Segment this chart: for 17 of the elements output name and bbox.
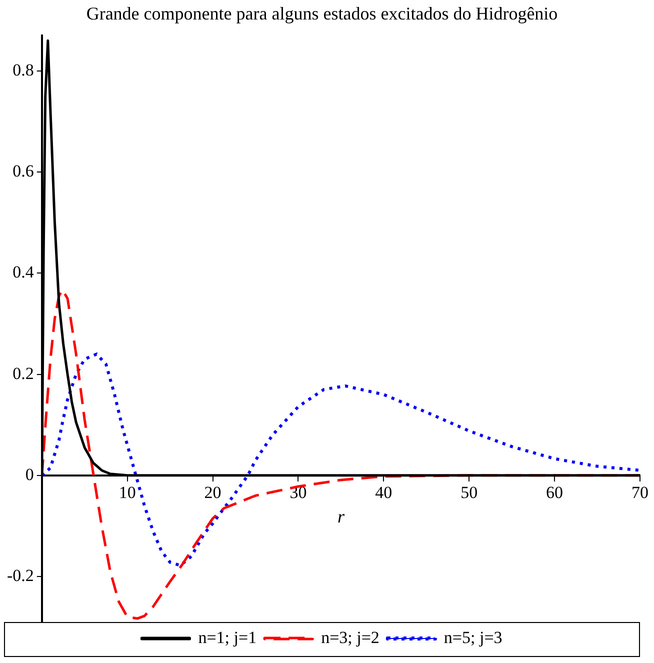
x-tick-label: 70 xyxy=(632,483,648,502)
y-tick-label: 0.8 xyxy=(12,60,34,80)
x-axis-title: r xyxy=(337,506,346,526)
x-tick-label: 50 xyxy=(460,483,478,502)
x-tick-label: 60 xyxy=(546,483,564,502)
y-tick-label: 0.2 xyxy=(12,364,34,383)
y-tick-label: 0.6 xyxy=(12,162,34,181)
chart-title: Grande componente para alguns estados excitados do Hidrogênio xyxy=(86,4,558,24)
legend-label: n=1; j=1 xyxy=(198,628,257,647)
legend-label: n=3; j=2 xyxy=(321,628,380,647)
y-tick-label: 0.4 xyxy=(12,262,34,282)
y-tick-label: 0 xyxy=(25,464,34,484)
legend-label: n=5; j=3 xyxy=(444,628,502,647)
x-tick-label: 20 xyxy=(204,483,222,502)
y-tick-label: -0.2 xyxy=(6,566,34,585)
x-tick-label: 40 xyxy=(375,483,392,502)
x-tick-label: 10 xyxy=(118,483,136,502)
